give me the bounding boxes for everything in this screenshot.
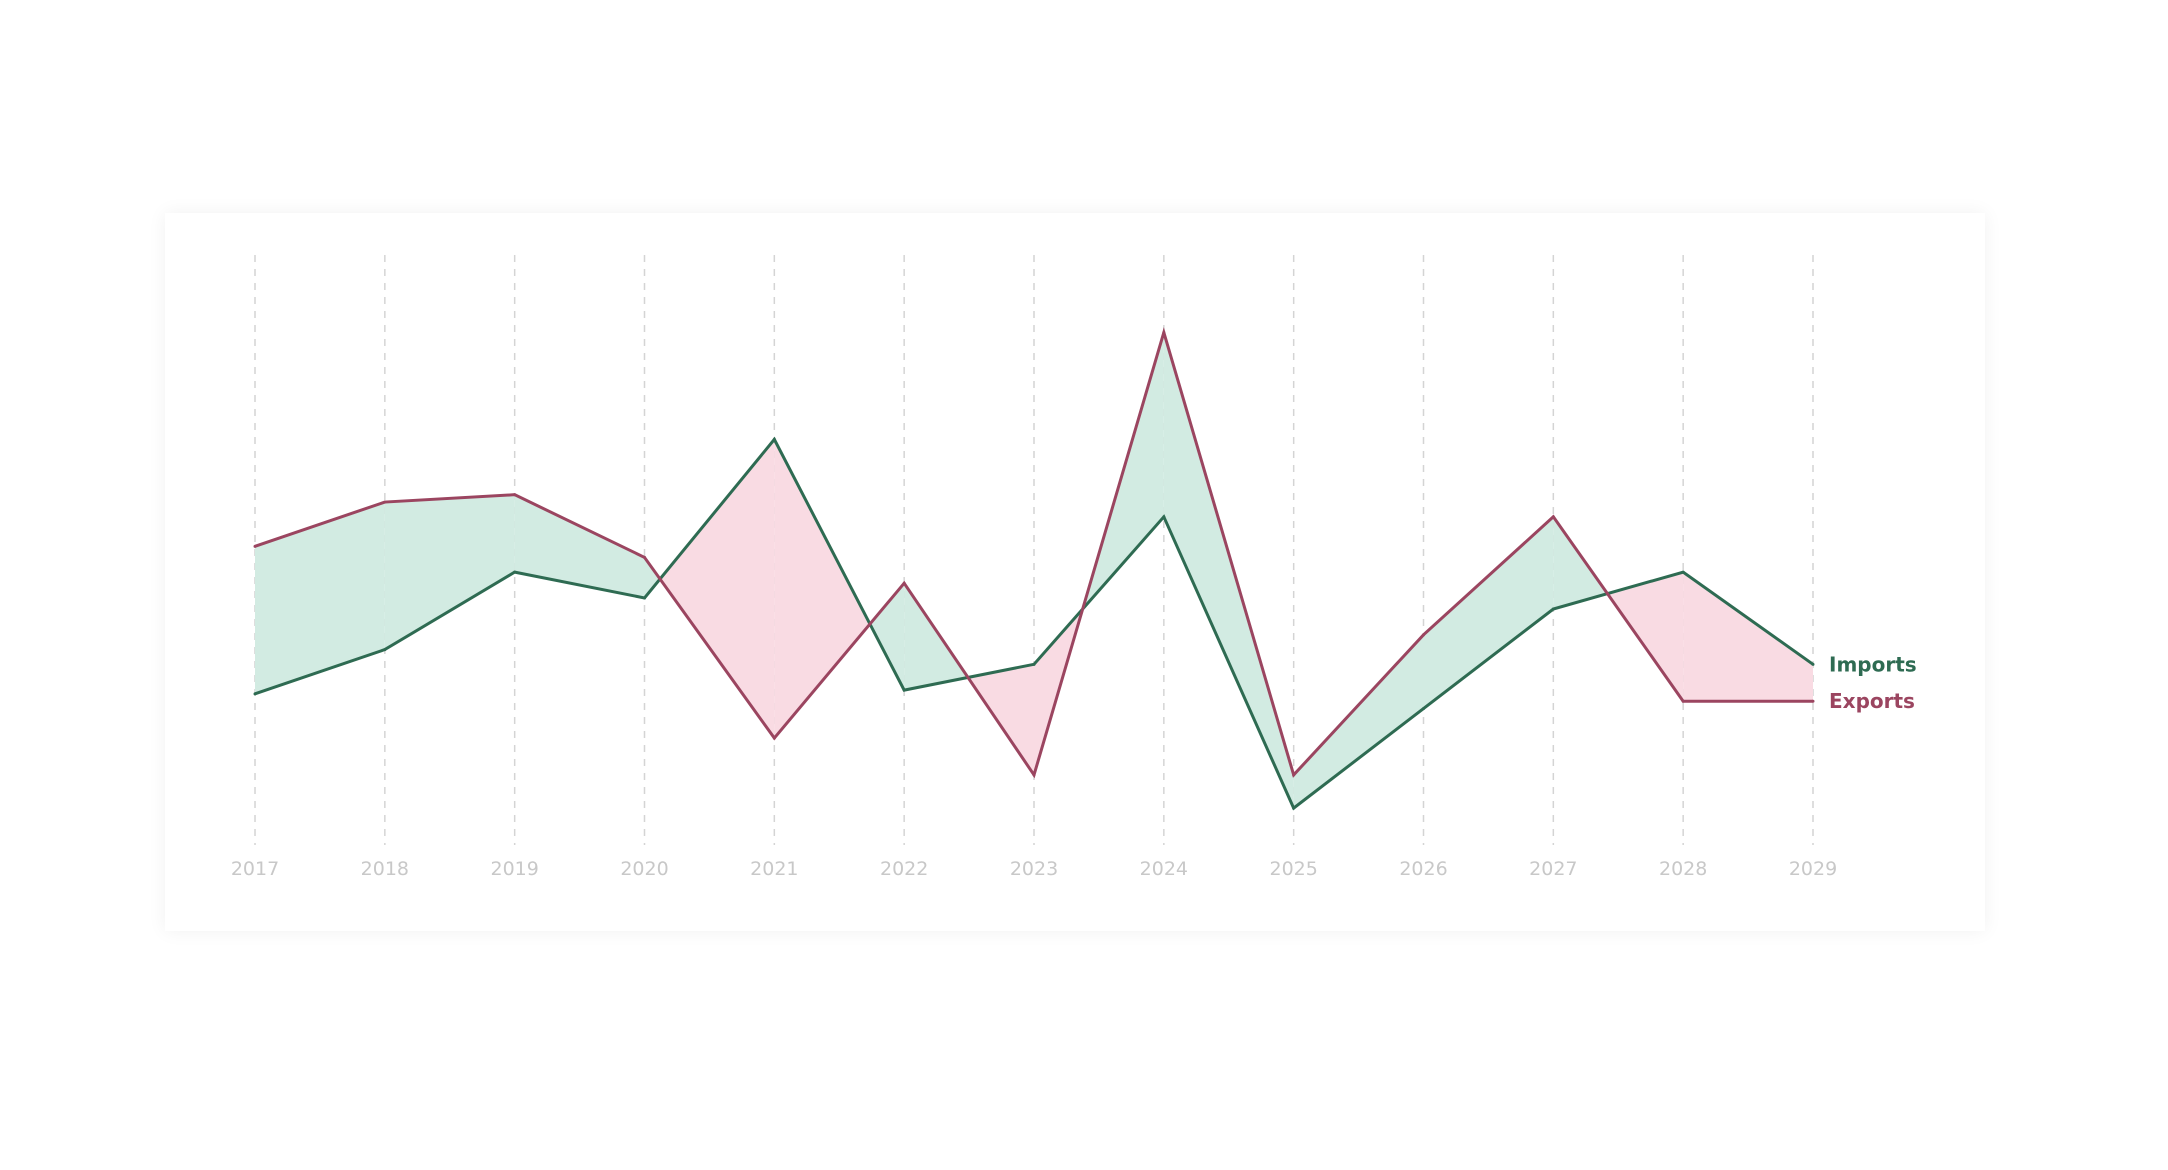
- imports-point-2024: [1162, 515, 1166, 519]
- exports-point-2026: [1422, 633, 1425, 637]
- chart-svg: 2017 2018 2019 2020 2021 2022 2023 2024 2025 2026…: [231, 255, 1917, 880]
- exports-point-2018: [383, 500, 387, 504]
- imports-label: Imports: [1829, 652, 1917, 676]
- exports-point-2029: [1811, 699, 1815, 703]
- imports-point-2025: [1292, 806, 1296, 810]
- imports-above-fill: [1607, 572, 1684, 702]
- x-tick-label: 2026: [1399, 858, 1447, 880]
- exports-point-2028: [1681, 699, 1685, 703]
- x-axis-ticks: 2017 2018 2019 2020 2021 2022 2023 2024 2025 2026…: [231, 858, 1837, 880]
- exports-point-2024: [1162, 330, 1166, 334]
- x-tick-label: 2025: [1269, 858, 1317, 880]
- imports-point-2020: [643, 596, 646, 600]
- exports-point-2019: [513, 493, 517, 497]
- exports-point-2020: [643, 555, 646, 559]
- exports-above-fill: [1163, 332, 1294, 809]
- imports-point-2019: [513, 570, 517, 574]
- exports-above-fill: [384, 494, 515, 650]
- x-tick-label: 2024: [1140, 858, 1188, 880]
- x-tick-label: 2029: [1789, 858, 1837, 880]
- imports-point-2021: [772, 437, 776, 441]
- exports-above-fill: [869, 583, 905, 691]
- exports-point-2027: [1551, 515, 1555, 519]
- exports-point-2023: [1032, 773, 1036, 777]
- series-lines: [253, 327, 1815, 811]
- imports-point-2029: [1811, 662, 1815, 666]
- exports-above-fill: [255, 502, 385, 694]
- x-tick-label: 2020: [620, 858, 668, 880]
- imports-point-2027: [1551, 607, 1555, 611]
- imports-above-fill: [967, 664, 1034, 775]
- exports-above-fill: [1423, 516, 1554, 709]
- exports-point-2017: [253, 544, 257, 548]
- exports-above-fill: [514, 494, 645, 598]
- imports-point-2026: [1422, 707, 1425, 711]
- x-tick-label: 2019: [490, 858, 538, 880]
- x-tick-label: 2021: [750, 858, 798, 880]
- imports-point-2023: [1032, 662, 1036, 666]
- imports-point-2018: [383, 648, 387, 652]
- imports-point-2028: [1681, 570, 1685, 574]
- exports-point-2022: [902, 581, 906, 585]
- imports-above-fill: [774, 439, 870, 739]
- imports-above-fill: [1683, 572, 1813, 702]
- exports-label: Exports: [1829, 689, 1915, 713]
- imports-above-fill: [660, 439, 775, 739]
- x-tick-label: 2023: [1010, 858, 1058, 880]
- exports-point-2025: [1292, 773, 1296, 777]
- exports-point-2021: [772, 736, 776, 740]
- x-tick-label: 2022: [880, 858, 928, 880]
- difference-fills: [255, 332, 1813, 809]
- exports-above-fill: [904, 583, 968, 691]
- series-labels: Imports Exports: [1829, 652, 1917, 713]
- exports-above-fill: [1293, 634, 1424, 809]
- exports-above-fill: [644, 557, 661, 598]
- x-tick-label: 2017: [231, 858, 279, 880]
- x-tick-label: 2027: [1529, 858, 1577, 880]
- exports-above-fill: [1553, 516, 1608, 609]
- imports-point-2017: [253, 692, 257, 696]
- x-tick-label: 2018: [361, 858, 409, 880]
- imports-point-2022: [902, 688, 906, 692]
- chart-card: 2017 2018 2019 2020 2021 2022 2023 2024 2025 2026…: [165, 213, 1985, 931]
- x-tick-label: 2028: [1659, 858, 1707, 880]
